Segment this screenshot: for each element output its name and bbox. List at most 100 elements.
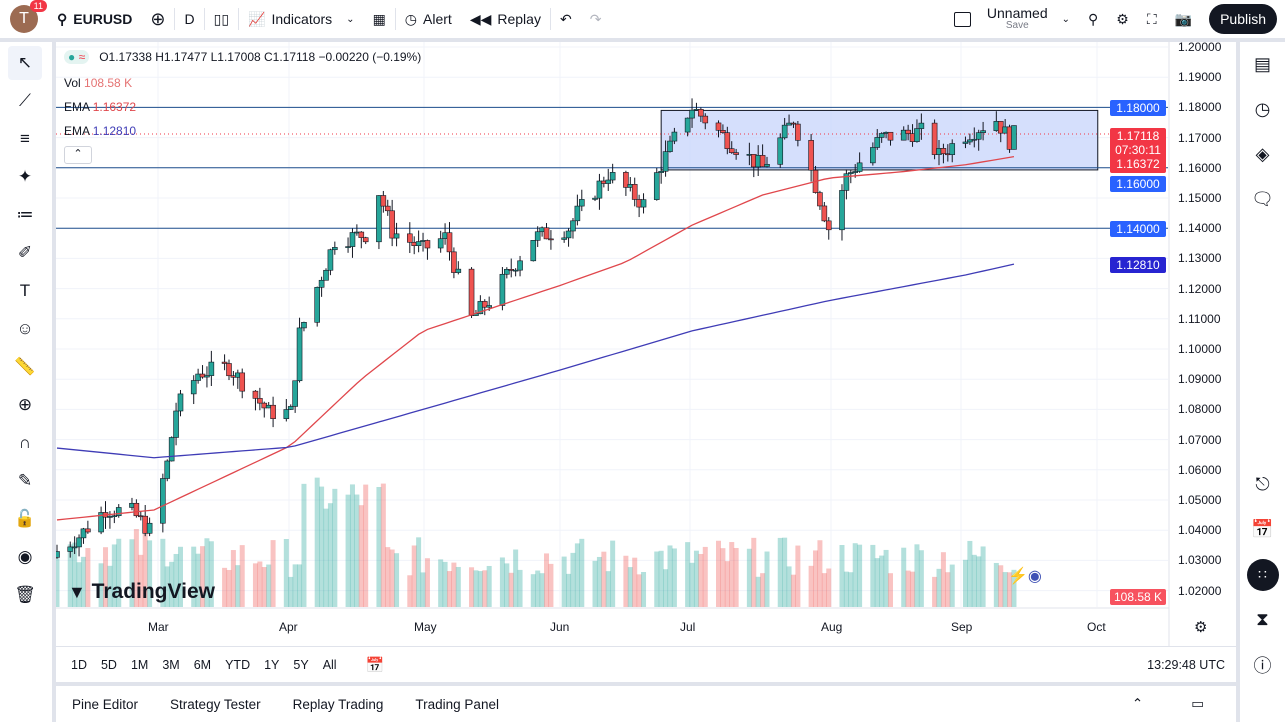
range-1m[interactable]: 1M: [130, 657, 149, 672]
forecast-tool[interactable]: ≔: [8, 198, 42, 232]
undo-button[interactable]: ↶: [551, 0, 581, 38]
lock-tool[interactable]: 🔓: [8, 502, 42, 536]
watchlist-button[interactable]: ▤: [1240, 42, 1285, 87]
price-tick: 1.05000: [1178, 493, 1222, 507]
time-tick: Mar: [148, 620, 169, 634]
chart-type-button[interactable]: ▯▯: [205, 0, 238, 38]
object-tree-button[interactable]: ◈: [1240, 132, 1285, 177]
goto-date-button[interactable]: ⚙: [1194, 618, 1207, 636]
candle-body: [208, 361, 215, 376]
settings-button[interactable]: ⚙: [1107, 0, 1138, 38]
calendar-button[interactable]: 📅: [1240, 507, 1285, 552]
products-button[interactable]: ∷: [1240, 552, 1285, 597]
collapse-legend-button[interactable]: ⌃: [64, 146, 92, 164]
volume-bar: [971, 554, 977, 607]
candle-body: [975, 132, 982, 140]
volume-bar: [887, 573, 893, 607]
candle-body: [283, 409, 290, 419]
tab-strategy-tester[interactable]: Strategy Tester: [170, 696, 261, 712]
emoji-tool[interactable]: ☺: [8, 312, 42, 346]
tab-pine-editor[interactable]: Pine Editor: [72, 696, 139, 712]
candle-body: [764, 164, 770, 167]
events-icons[interactable]: ⚡◉: [1008, 566, 1042, 586]
redo-button[interactable]: ↷: [581, 0, 611, 38]
volume-legend: Vol 108.58 K: [64, 76, 133, 90]
publish-button[interactable]: Publish: [1209, 4, 1277, 34]
volume-bar: [605, 571, 611, 607]
range-6m[interactable]: 6M: [193, 657, 212, 672]
candle-body: [728, 148, 735, 153]
layout-button[interactable]: Unnamed Save ⌄: [945, 0, 1079, 38]
volume-bar: [486, 565, 492, 607]
tab-replay-trading[interactable]: Replay Trading: [292, 696, 384, 712]
layers-icon: ◈: [1255, 144, 1270, 164]
range-5d[interactable]: 5D: [100, 657, 117, 672]
help-button[interactable]: ⓘ: [1240, 642, 1285, 687]
zoom-tool[interactable]: ⊕: [8, 388, 42, 422]
snapshot-button[interactable]: 📷: [1166, 0, 1201, 38]
streams-button[interactable]: ⧗: [1240, 597, 1285, 642]
trendline-tool[interactable]: ⟋: [8, 84, 42, 118]
symbol-search[interactable]: ⚲ EURUSD: [57, 10, 133, 28]
chart-pane[interactable]: ● ≈ O1.17338 H1.17477 L1.17008 C1.17118 −…: [56, 40, 1236, 682]
collapse-panel-button[interactable]: ⌃: [1100, 696, 1175, 712]
volume-bar: [80, 556, 86, 607]
remove-tool[interactable]: 🗑: [8, 578, 42, 612]
interval-button[interactable]: D: [184, 11, 195, 27]
compare-button[interactable]: ⊕: [141, 0, 174, 38]
templates-button[interactable]: ▦: [364, 0, 395, 38]
chat-button[interactable]: 🗨: [1240, 177, 1285, 222]
candle-body: [689, 109, 695, 119]
indicators-button[interactable]: 📈 Indicators ⌄: [248, 10, 355, 28]
brush-tool[interactable]: ✐: [8, 236, 42, 270]
price-tick: 1.15000: [1178, 191, 1222, 205]
cursor-icon: ↖: [17, 53, 33, 72]
alert-button[interactable]: ◷ Alert: [404, 10, 452, 28]
volume-bar: [394, 553, 400, 607]
price-label-118: 1.18000: [1110, 100, 1166, 116]
tab-trading-panel[interactable]: Trading Panel: [415, 696, 499, 712]
maximize-panel-button[interactable]: ▭: [1175, 696, 1236, 712]
candles-icon: ▯▯: [213, 10, 230, 27]
volume-bar: [852, 543, 858, 607]
fullscreen-button[interactable]: ⛶: [1138, 0, 1166, 38]
range-1d[interactable]: 1D: [71, 657, 87, 672]
volume-bar: [499, 557, 505, 607]
candle-body: [702, 115, 709, 124]
candle-body: [226, 363, 232, 377]
candle-body: [847, 172, 854, 175]
text-tool[interactable]: T: [8, 274, 42, 308]
range-all[interactable]: All: [322, 657, 337, 672]
volume-bar: [261, 567, 267, 607]
alerts-button[interactable]: ◷: [1240, 87, 1285, 132]
volume-bar: [671, 548, 677, 607]
range-1y[interactable]: 1Y: [264, 657, 280, 672]
volume-bar: [1011, 569, 1017, 607]
range-5y[interactable]: 5Y: [293, 657, 309, 672]
volume-bar: [469, 567, 475, 607]
drawing-mode-tool[interactable]: ✎: [8, 464, 42, 498]
replay-button[interactable]: ◀◀ Replay: [469, 10, 541, 28]
volume-bar: [235, 565, 241, 607]
volume-bar: [641, 572, 647, 607]
date-range-button[interactable]: 📅: [352, 656, 399, 674]
volume-bar: [85, 548, 91, 607]
visibility-tool[interactable]: ◉: [8, 540, 42, 574]
magnet-tool[interactable]: ∩: [8, 426, 42, 460]
measure-tool[interactable]: 📏: [8, 350, 42, 384]
fib-tool[interactable]: ≡: [8, 122, 42, 156]
cursor-tool[interactable]: ↖: [8, 46, 42, 80]
price-chart[interactable]: [56, 42, 1236, 646]
quick-search-button[interactable]: ⚲: [1079, 0, 1107, 38]
range-3m[interactable]: 3M: [162, 657, 180, 672]
avatar[interactable]: T 11: [10, 0, 47, 33]
range-ytd[interactable]: YTD: [225, 657, 251, 672]
pattern-tool[interactable]: ✦: [8, 160, 42, 194]
clock[interactable]: 13:29:48 UTC: [1147, 657, 1225, 672]
candle-body: [565, 230, 572, 239]
candle-body: [609, 172, 616, 181]
ema-slow-line: [56, 263, 1015, 459]
hotlists-button[interactable]: ⎋: [1240, 462, 1285, 507]
candle-body: [380, 195, 387, 207]
status-dot-icon: ●: [68, 50, 76, 64]
